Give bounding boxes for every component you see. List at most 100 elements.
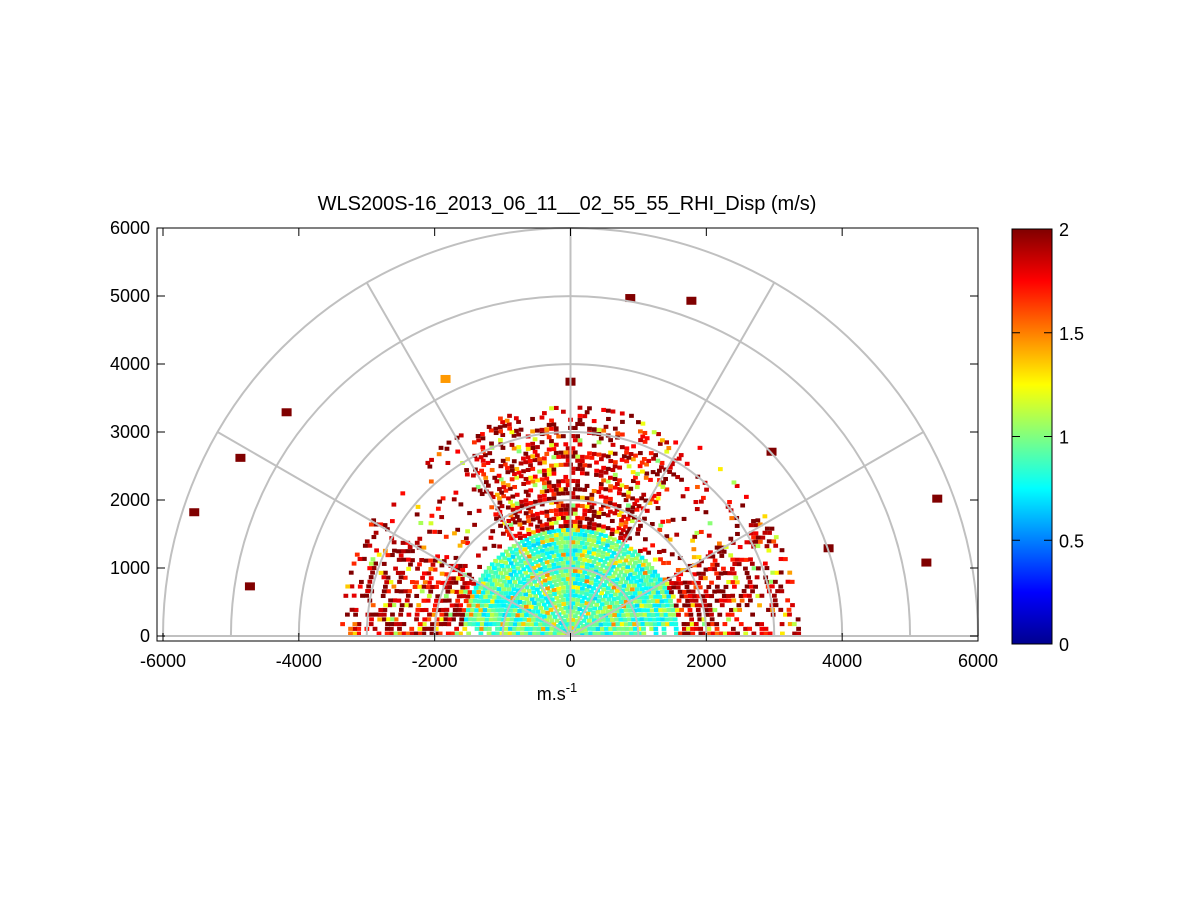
data-cell bbox=[491, 566, 497, 571]
data-cell bbox=[739, 557, 745, 562]
data-cell bbox=[608, 438, 613, 443]
data-cell bbox=[622, 547, 628, 552]
data-cell bbox=[506, 587, 512, 592]
data-cell bbox=[513, 573, 519, 578]
data-cell bbox=[774, 570, 780, 575]
data-cell bbox=[384, 580, 390, 585]
data-cell bbox=[582, 549, 587, 554]
data-cell bbox=[640, 421, 646, 426]
data-cell bbox=[577, 557, 583, 562]
data-cell bbox=[674, 532, 680, 537]
x-tick-label: -2000 bbox=[412, 651, 458, 671]
data-cell bbox=[580, 467, 585, 472]
data-cell bbox=[614, 577, 620, 582]
data-cell bbox=[378, 570, 384, 575]
data-cell bbox=[607, 548, 613, 553]
data-cell bbox=[542, 614, 547, 619]
data-cell bbox=[582, 524, 588, 529]
data-cell bbox=[360, 593, 365, 598]
data-cell bbox=[539, 548, 545, 553]
data-cell bbox=[585, 611, 591, 616]
data-cell bbox=[501, 494, 506, 499]
data-cell bbox=[498, 559, 504, 564]
x-tick-label: 0 bbox=[565, 651, 575, 671]
data-cell bbox=[453, 490, 459, 495]
data-cell bbox=[409, 626, 415, 631]
data-cell bbox=[560, 454, 566, 459]
data-cell bbox=[572, 523, 578, 528]
data-cell bbox=[648, 622, 654, 627]
data-cell bbox=[485, 573, 491, 578]
data-cell bbox=[642, 439, 648, 444]
data-cell bbox=[563, 622, 569, 627]
data-cell bbox=[531, 556, 537, 561]
data-cell bbox=[668, 598, 673, 604]
data-cell bbox=[577, 594, 583, 599]
data-cell bbox=[579, 590, 585, 595]
data-cell bbox=[584, 496, 590, 501]
data-cell bbox=[748, 584, 754, 589]
data-cell bbox=[723, 584, 729, 589]
data-cell bbox=[653, 499, 659, 504]
data-cell bbox=[574, 618, 580, 623]
data-cell bbox=[618, 592, 623, 597]
data-cell bbox=[480, 432, 485, 437]
data-cell bbox=[570, 478, 576, 484]
data-cell bbox=[634, 603, 640, 608]
data-cell bbox=[622, 524, 628, 529]
data-cell bbox=[575, 597, 581, 603]
data-cell bbox=[501, 587, 507, 592]
data-cell bbox=[480, 445, 486, 450]
data-cell bbox=[664, 617, 670, 622]
data-cell bbox=[783, 557, 788, 562]
data-cell bbox=[630, 470, 636, 475]
data-cell bbox=[547, 603, 553, 608]
data-cell bbox=[579, 471, 585, 476]
data-cell bbox=[468, 598, 473, 604]
data-cell bbox=[598, 482, 604, 487]
data-cell bbox=[664, 487, 670, 492]
data-cell bbox=[659, 460, 665, 465]
data-cell bbox=[639, 587, 645, 592]
data-cell bbox=[609, 540, 615, 545]
data-cell bbox=[434, 622, 439, 627]
data-cell bbox=[460, 612, 465, 617]
data-cell bbox=[551, 566, 557, 571]
data-cell bbox=[611, 585, 617, 590]
data-cell bbox=[359, 579, 364, 584]
data-cell bbox=[757, 522, 763, 527]
data-cell bbox=[425, 626, 431, 631]
data-cell bbox=[689, 622, 695, 627]
data-cell bbox=[507, 568, 513, 573]
data-cell bbox=[743, 631, 749, 636]
data-cell bbox=[393, 622, 399, 627]
data-cell bbox=[629, 612, 635, 617]
data-cell bbox=[546, 480, 552, 485]
data-cell bbox=[527, 626, 533, 631]
data-cell bbox=[455, 527, 461, 532]
data-cell bbox=[575, 624, 581, 629]
data-cell bbox=[519, 526, 525, 531]
data-cell bbox=[558, 581, 564, 586]
data-cell bbox=[558, 511, 564, 517]
data-cell bbox=[494, 599, 500, 604]
data-cell bbox=[538, 594, 544, 599]
data-cell bbox=[476, 438, 482, 443]
data-cell bbox=[495, 574, 501, 579]
data-cell bbox=[523, 451, 529, 456]
data-cell bbox=[369, 612, 375, 617]
data-cell bbox=[600, 597, 606, 602]
data-cell bbox=[372, 626, 378, 631]
data-cell bbox=[533, 560, 539, 565]
data-cell bbox=[525, 564, 531, 569]
data-cell bbox=[696, 555, 702, 560]
data-cell bbox=[533, 546, 539, 551]
data-cell bbox=[608, 593, 614, 598]
data-cell bbox=[534, 428, 540, 433]
data-cell bbox=[523, 498, 529, 503]
data-cell bbox=[510, 494, 516, 499]
data-cell bbox=[619, 608, 625, 613]
data-cell bbox=[703, 589, 709, 594]
data-cell bbox=[469, 607, 475, 613]
data-cell bbox=[603, 470, 609, 475]
